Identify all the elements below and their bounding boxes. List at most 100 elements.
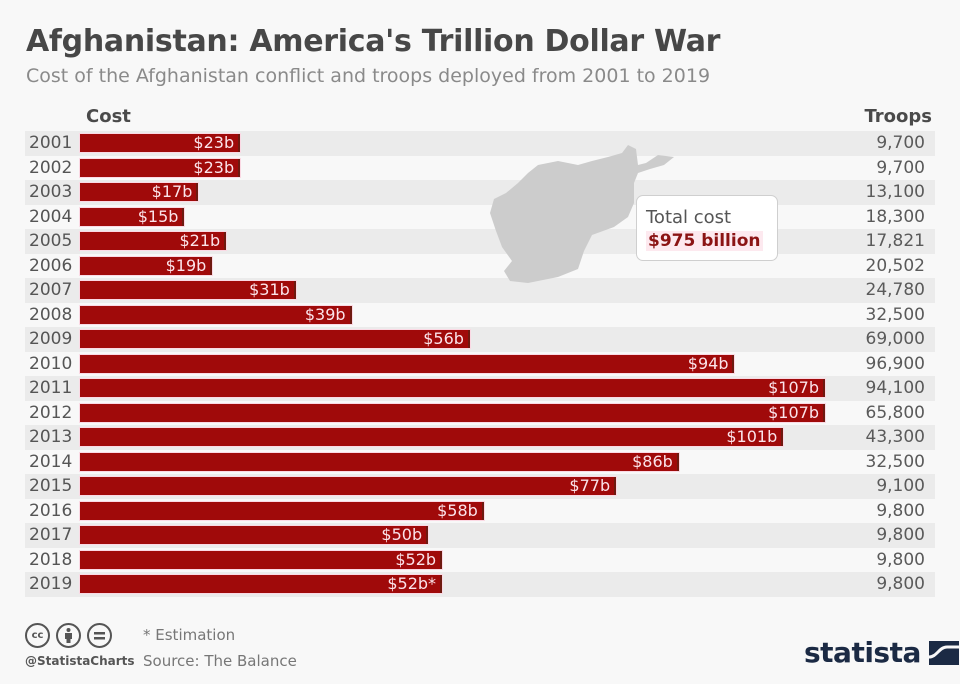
troops-value: 32,500 <box>865 304 925 325</box>
statista-handle[interactable]: @StatistaCharts <box>25 654 135 668</box>
troops-value: 96,900 <box>865 353 925 374</box>
cost-bar: $31b <box>80 280 296 299</box>
cost-value-label: $52b* <box>387 574 437 593</box>
year-label: 2009 <box>29 329 73 349</box>
total-cost-value: $975 billion <box>646 231 763 251</box>
chart-title: Afghanistan: America's Trillion Dollar W… <box>26 24 721 59</box>
year-label: 2008 <box>29 304 73 325</box>
cost-bar: $23b <box>80 133 241 152</box>
attribution-icon[interactable] <box>56 623 81 648</box>
chart-row: 2017 $50b 9,800 <box>25 523 935 548</box>
cost-value-label: $23b <box>193 133 235 152</box>
cost-value-label: $58b <box>437 500 478 520</box>
afghanistan-map-icon <box>490 145 674 283</box>
statista-logo[interactable]: statista <box>804 636 959 669</box>
license-icons: cc <box>25 623 112 648</box>
year-label: 2016 <box>29 500 73 521</box>
year-label: 2003 <box>29 182 73 202</box>
cost-value-label: $86b <box>632 451 673 471</box>
cost-value-label: $56b <box>423 329 464 348</box>
cc-icon[interactable]: cc <box>25 623 50 648</box>
cost-bar: $39b <box>80 304 352 324</box>
year-label: 2019 <box>29 574 73 594</box>
troops-value: 9,800 <box>876 574 925 594</box>
chart-row: 2013 $101b 43,300 <box>25 425 935 450</box>
year-label: 2017 <box>29 525 73 545</box>
cost-bar: $56b <box>80 329 470 348</box>
year-label: 2001 <box>29 133 73 153</box>
year-label: 2013 <box>29 427 73 447</box>
statista-logo-icon <box>928 640 959 665</box>
chart-row: 2007 $31b 24,780 <box>25 278 935 303</box>
chart-row: 2003 $17b 13,100 <box>25 180 935 205</box>
year-label: 2010 <box>29 353 73 374</box>
troops-value: 69,000 <box>865 329 925 349</box>
cost-value-label: $52b <box>395 549 437 569</box>
cost-bar: $52b <box>80 549 443 569</box>
chart-row: 2004 $15b 18,300 <box>25 205 935 230</box>
chart-row: 2011 $107b 94,100 <box>25 376 935 401</box>
total-cost-label: Total cost <box>646 207 732 228</box>
cost-value-label: $21b <box>179 231 221 250</box>
cost-value-label: $94b <box>687 353 729 373</box>
chart-row: 2008 $39b 32,500 <box>25 303 935 328</box>
total-cost-callout: Total cost $975 billion <box>636 195 778 261</box>
troops-value: 43,300 <box>865 427 925 447</box>
cost-value-label: $17b <box>151 182 193 201</box>
chart-row: 2006 $19b 20,502 <box>25 254 935 279</box>
chart-row: 2012 $107b 65,800 <box>25 401 935 426</box>
cost-bar: $15b <box>80 206 185 226</box>
year-label: 2007 <box>29 280 73 300</box>
troops-value: 13,100 <box>865 182 925 202</box>
chart-row: 2018 $52b 9,800 <box>25 548 935 573</box>
cost-bar: $107b <box>80 378 825 397</box>
troops-value: 9,100 <box>876 476 925 496</box>
year-label: 2011 <box>29 378 73 398</box>
chart-row: 2009 $56b 69,000 <box>25 327 935 352</box>
statista-logo-text: statista <box>804 636 921 669</box>
year-label: 2014 <box>29 451 73 472</box>
cost-bar: $17b <box>80 182 199 201</box>
troops-value: 9,800 <box>876 500 925 521</box>
source-text: Source: The Balance <box>143 652 297 670</box>
troops-value: 17,821 <box>865 231 925 251</box>
no-derivatives-icon[interactable] <box>87 623 112 648</box>
chart-row: 2005 $21b 17,821 <box>25 229 935 254</box>
chart-row: 2001 $23b 9,700 <box>25 131 935 156</box>
chart-row: 2010 $94b 96,900 <box>25 352 935 377</box>
cost-value-label: $23b <box>193 157 235 177</box>
cost-value-label: $31b <box>249 280 290 299</box>
cost-bar: $52b* <box>80 574 443 593</box>
troops-value: 18,300 <box>865 206 925 227</box>
cost-column-header: Cost <box>86 106 131 127</box>
cost-value-label: $39b <box>304 304 346 324</box>
cost-value-label: $101b <box>726 427 778 446</box>
cost-bar: $50b <box>80 525 429 544</box>
chart-row: 2016 $58b 9,800 <box>25 499 935 524</box>
year-label: 2015 <box>29 476 73 496</box>
troops-value: 32,500 <box>865 451 925 472</box>
troops-value: 94,100 <box>865 378 925 398</box>
cost-value-label: $50b <box>381 525 423 544</box>
cost-bar: $21b <box>80 231 227 250</box>
cost-bar: $86b <box>80 451 679 471</box>
year-label: 2006 <box>29 255 73 276</box>
troops-value: 9,700 <box>876 157 925 178</box>
troops-value: 9,800 <box>876 549 925 570</box>
chart-row: 2015 $77b 9,100 <box>25 474 935 499</box>
year-label: 2018 <box>29 549 73 570</box>
estimation-note: * Estimation <box>143 626 236 644</box>
cost-bar: $94b <box>80 353 735 373</box>
troops-value: 20,502 <box>865 255 925 276</box>
chart-subtitle: Cost of the Afghanistan conflict and tro… <box>26 65 711 87</box>
cost-bar: $19b <box>80 256 213 275</box>
troops-column-header: Troops <box>864 106 932 127</box>
cost-value-label: $107b <box>768 378 819 397</box>
chart-rows: 2001 $23b 9,700 2002 $23b 9,700 2003 $17b 13,100… <box>25 131 935 597</box>
cost-value-label: $15b <box>137 206 179 226</box>
cost-value-label: $107b <box>768 402 819 422</box>
troops-value: 9,800 <box>876 525 925 545</box>
troops-value: 65,800 <box>865 402 925 423</box>
chart-row: 2002 $23b 9,700 <box>25 156 935 181</box>
year-label: 2002 <box>29 157 73 178</box>
